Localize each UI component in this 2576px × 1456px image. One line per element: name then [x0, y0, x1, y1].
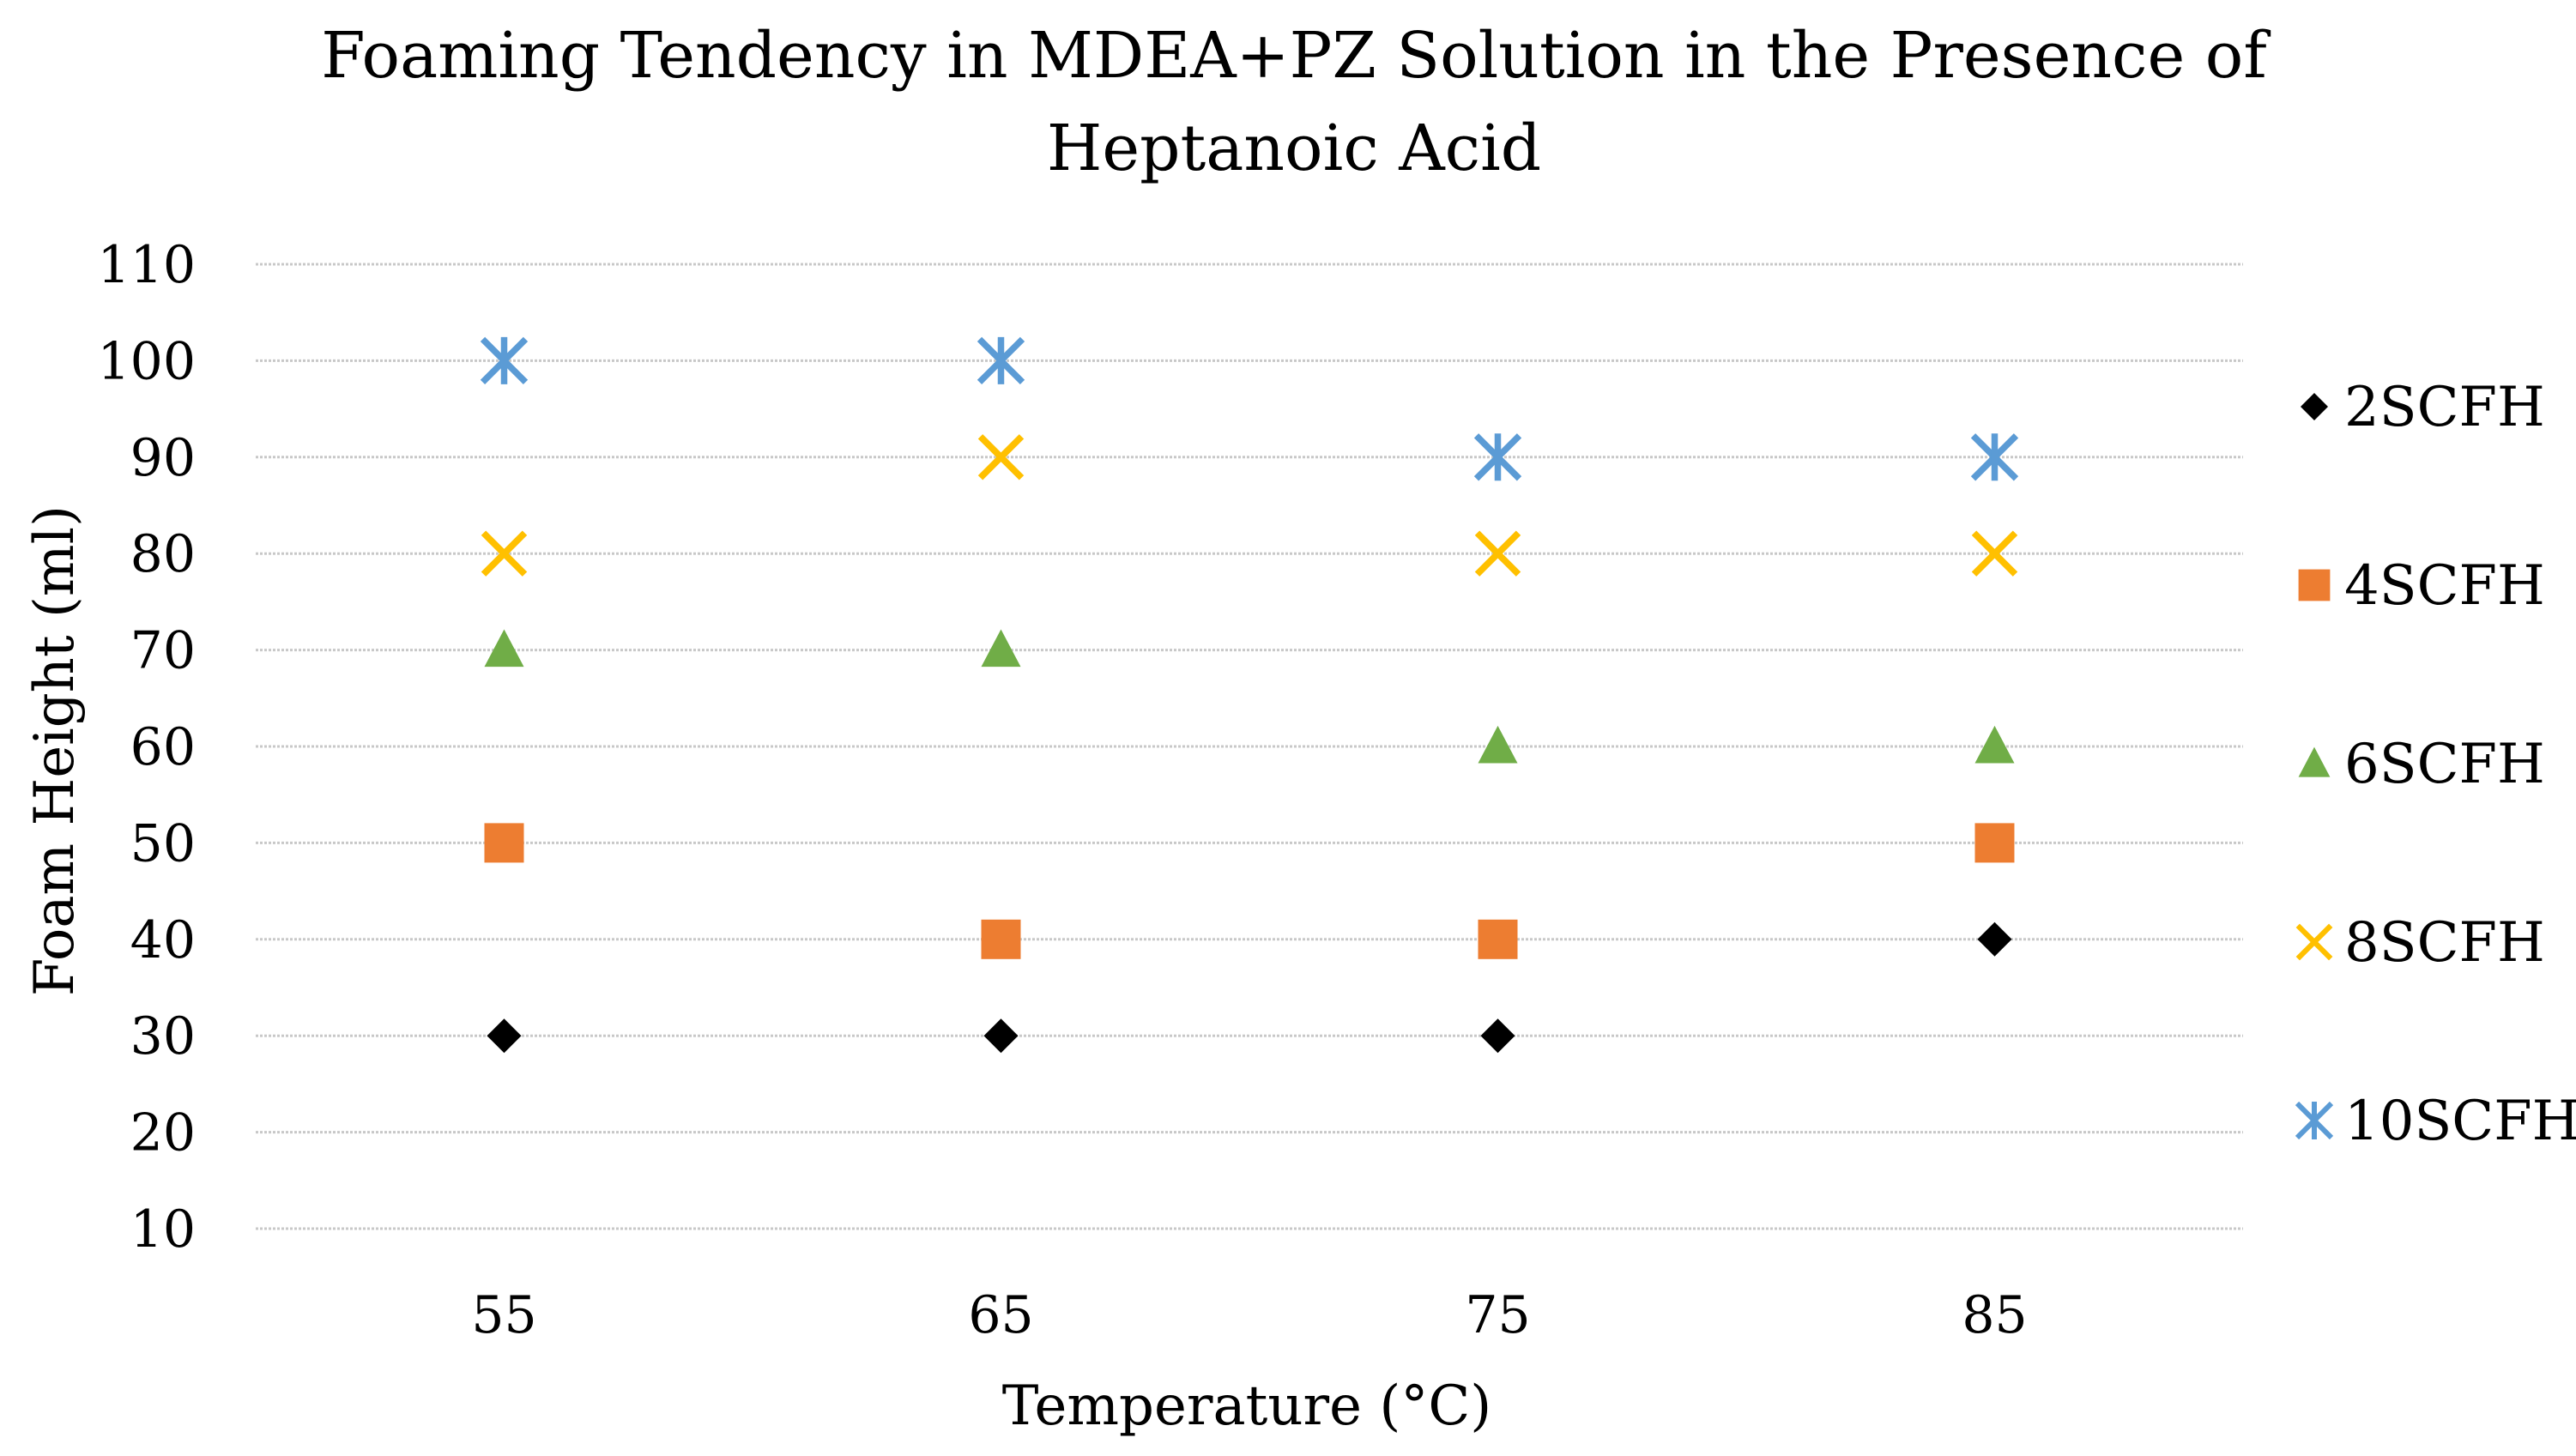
- legend-item: 4SCFH: [2298, 554, 2545, 618]
- data-point: [1977, 921, 2012, 957]
- x-tick-label: 65: [968, 1285, 1033, 1345]
- legend-item: 6SCFH: [2298, 733, 2545, 796]
- series-2SCFH: [487, 921, 2012, 1054]
- legend-item: 8SCFH: [2295, 911, 2545, 975]
- y-axis-label: Foam Height (ml): [23, 505, 87, 996]
- y-tick-label: 10: [130, 1199, 196, 1260]
- y-axis-ticks: 10 20 30 40 50 60 70 80 90 100 110: [97, 235, 196, 1260]
- series-8SCFH: [481, 434, 2018, 577]
- y-tick-label: 60: [130, 717, 196, 777]
- data-point: [1480, 1018, 1515, 1054]
- legend-marker: [2298, 569, 2331, 601]
- chart-title-line-2: Heptanoic Acid: [1047, 112, 1541, 185]
- y-tick-label: 30: [130, 1006, 196, 1066]
- data-point: [977, 336, 1025, 385]
- data-point: [1974, 725, 2015, 764]
- data-point: [1478, 919, 1518, 959]
- x-tick-label: 85: [1962, 1285, 2027, 1345]
- x-axis-ticks: 55 65 75 85: [471, 1285, 2027, 1345]
- y-tick-label: 90: [130, 428, 196, 488]
- legend-label: 8SCFH: [2344, 911, 2545, 975]
- y-tick-label: 50: [130, 813, 196, 873]
- series-4SCFH: [484, 823, 2015, 959]
- data-point: [481, 530, 528, 577]
- y-tick-label: 20: [130, 1103, 196, 1163]
- data-point: [981, 629, 1021, 668]
- legend-item: 10SCFH: [2295, 1090, 2576, 1153]
- chart-title-line-1: Foaming Tendency in MDEA+PZ Solution in …: [321, 19, 2271, 93]
- y-tick-label: 70: [130, 621, 196, 681]
- data-point: [1971, 530, 2018, 577]
- data-point: [480, 336, 529, 385]
- legend-label: 4SCFH: [2344, 554, 2545, 618]
- series-10SCFH: [480, 336, 2019, 481]
- gridlines: [256, 263, 2243, 1230]
- x-axis-label: Temperature (°C): [1002, 1374, 1492, 1438]
- x-tick-label: 75: [1465, 1285, 1530, 1345]
- series-6SCFH: [484, 629, 2015, 764]
- data-point: [484, 823, 524, 863]
- y-tick-label: 100: [97, 331, 196, 391]
- y-tick-label: 110: [97, 235, 196, 295]
- x-tick-label: 55: [471, 1285, 536, 1345]
- legend-label: 10SCFH: [2344, 1090, 2576, 1153]
- chart-title: Foaming Tendency in MDEA+PZ Solution in …: [321, 19, 2271, 185]
- data-point: [981, 919, 1021, 959]
- data-point: [983, 1018, 1019, 1054]
- legend-marker: [2301, 393, 2328, 420]
- legend-marker: [2298, 746, 2331, 777]
- y-tick-label: 80: [130, 524, 196, 584]
- legend-label: 6SCFH: [2344, 733, 2545, 796]
- data-point: [1970, 433, 2019, 481]
- data-point: [1474, 530, 1521, 577]
- data-point: [484, 629, 524, 668]
- data-point: [487, 1018, 522, 1054]
- data-point: [1974, 823, 2015, 863]
- legend-label: 2SCFH: [2344, 376, 2545, 439]
- data-point: [1473, 433, 1522, 481]
- legend-marker: [2295, 923, 2333, 961]
- legend-marker: [2295, 1101, 2334, 1140]
- y-tick-label: 40: [130, 910, 196, 970]
- data-points: [480, 336, 2019, 1054]
- legend-item: 2SCFH: [2301, 376, 2545, 439]
- data-point: [1478, 725, 1518, 764]
- data-point: [977, 434, 1025, 480]
- legend: 2SCFH 4SCFH 6SCFH 8SCFH 10SCFH: [2295, 376, 2576, 1153]
